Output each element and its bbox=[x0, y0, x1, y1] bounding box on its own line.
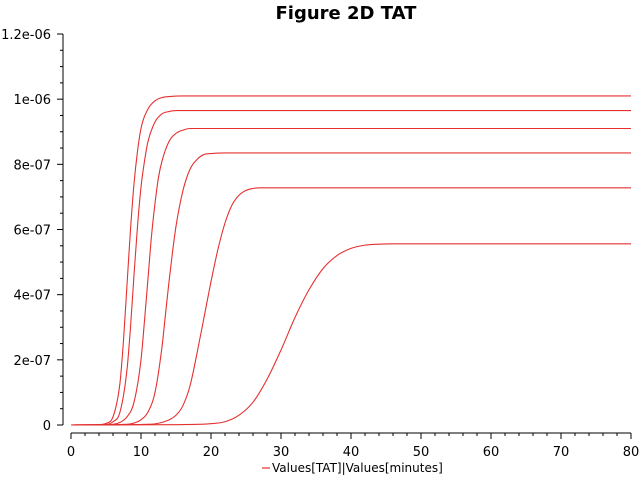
legend-label: Values[TAT]|Values[minutes] bbox=[272, 461, 443, 475]
chart-title: Figure 2D TAT bbox=[276, 3, 418, 24]
x-tick-label: 10 bbox=[133, 445, 150, 460]
x-tick-label: 30 bbox=[273, 445, 290, 460]
x-tick-label: 70 bbox=[553, 445, 570, 460]
x-tick-label: 80 bbox=[623, 445, 640, 460]
series-line-2 bbox=[70, 110, 631, 426]
y-tick-label: 4e-07 bbox=[13, 289, 51, 304]
x-axis: 0 10 20 30 40 50 60 70 80 bbox=[67, 432, 640, 460]
y-tick-label: 6e-07 bbox=[13, 224, 51, 239]
y-tick-label: 1.2e-06 bbox=[1, 28, 51, 43]
series-layer bbox=[70, 95, 631, 426]
series-line-6 bbox=[70, 243, 631, 426]
series-line-4 bbox=[70, 152, 631, 426]
x-tick-label: 40 bbox=[343, 445, 360, 460]
y-tick-label: 8e-07 bbox=[13, 158, 51, 173]
x-tick-label: 20 bbox=[203, 445, 220, 460]
x-tick-label: 0 bbox=[67, 445, 75, 460]
legend: Values[TAT]|Values[minutes] bbox=[262, 461, 443, 475]
x-tick-label: 60 bbox=[483, 445, 500, 460]
y-axis: 0 2e-07 4e-07 6e-07 8e-07 1e-06 1.2e-06 bbox=[1, 28, 64, 434]
y-tick-label: 1e-06 bbox=[13, 93, 51, 108]
series-line-5 bbox=[70, 187, 631, 426]
series-line-1 bbox=[70, 95, 631, 426]
x-tick-label: 50 bbox=[413, 445, 430, 460]
y-tick-label: 0 bbox=[43, 419, 51, 434]
series-line-3 bbox=[70, 127, 631, 426]
y-tick-label: 2e-07 bbox=[13, 354, 51, 369]
